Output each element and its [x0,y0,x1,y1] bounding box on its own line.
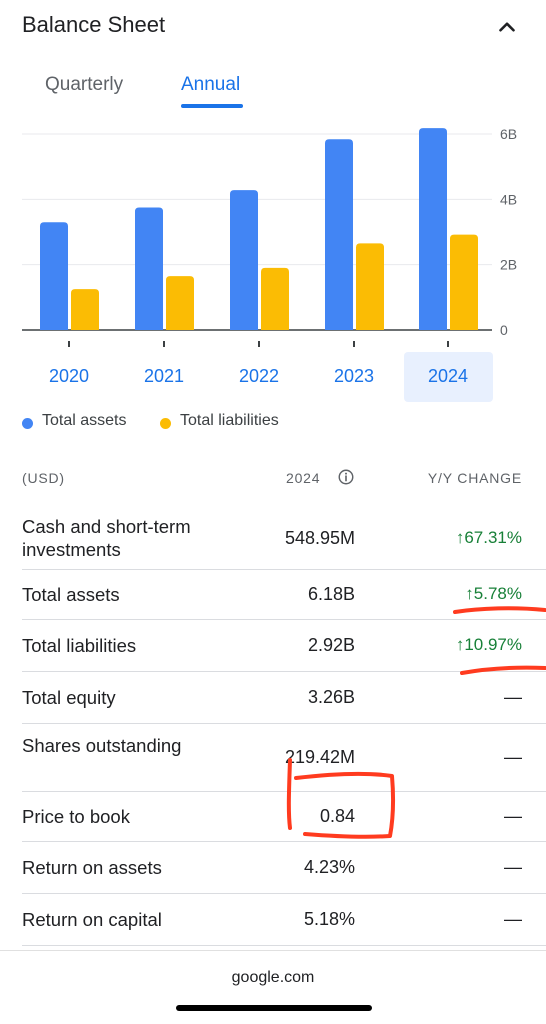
row-label: Shares outstanding [22,735,182,756]
table-row: Price to book 0.84 — [0,792,546,842]
table-row: Cash and short-term investments 548.95M ↑6… [0,508,546,570]
section-header: Balance Sheet [0,0,546,52]
table-header: (USD) 2024 Y/Y CHANGE [0,466,546,494]
row-value: 2.92B [307,635,355,655]
table-row: Total equity 3.26B — [0,672,546,724]
bar-total-assets[interactable] [40,222,68,330]
row-divider [22,723,546,724]
arrow-up-icon: ↑ [455,635,465,654]
row-label: Price to book [22,806,130,827]
row-change: — [504,909,522,930]
bar-total-liabilities[interactable] [71,289,99,330]
row-change-value: 5.78% [473,584,522,603]
row-change-value: 67.31% [464,528,522,547]
bar-total-assets[interactable] [325,139,353,330]
legend-dot-total-liabilities [160,418,171,429]
section-title: Balance Sheet [22,12,166,37]
row-value: 219.42M [284,747,355,767]
x-tick-label[interactable]: 2020 [48,366,90,386]
x-tick-label[interactable]: 2022 [238,366,280,386]
row-change-value: — [504,857,522,877]
row-change: ↑10.97% [456,635,522,655]
info-icon[interactable] [337,468,355,486]
browser-footer: google.com [0,950,546,1024]
row-divider [22,841,546,842]
row-change: — [504,857,522,878]
row-value: 5.18% [303,909,355,929]
bar-total-liabilities[interactable] [356,243,384,330]
bar-total-assets[interactable] [419,128,447,330]
row-value: 3.26B [307,687,355,707]
legend-label-total-assets: Total assets [42,412,127,429]
row-change: — [504,747,522,768]
y-tick-label: 0 [500,322,508,338]
row-change-value: — [504,747,522,767]
tab-annual[interactable]: Annual [181,74,241,95]
row-divider [22,671,546,672]
tab-quarterly[interactable]: Quarterly [45,74,124,95]
row-label: Cash and short-term investments [22,516,191,560]
x-tick-label[interactable]: 2021 [143,366,185,386]
chevron-up-icon[interactable] [494,14,520,40]
y-tick-label: 2B [500,257,517,273]
arrow-up-icon: ↑ [465,584,474,603]
table-row: Shares outstanding 219.42M — [0,724,546,792]
bar-chart: 0 2B 4B 6B [22,126,517,347]
y-tick-label: 6B [500,126,517,142]
currency-label: (USD) [22,470,65,486]
row-change: — [504,687,522,708]
row-label: Return on capital [22,909,162,930]
row-divider [22,945,546,946]
row-divider [22,893,546,894]
active-tab-indicator [181,104,243,108]
table-row: Return on assets 4.23% — [0,842,546,894]
selected-year-highlight [404,352,493,402]
row-change-value: 10.97% [464,635,522,654]
x-tick-label[interactable]: 2023 [333,366,375,386]
bar-total-liabilities[interactable] [450,234,478,330]
row-change-value: — [504,687,522,707]
bar-total-liabilities[interactable] [166,276,194,330]
period-tabs: Quarterly Annual [0,66,546,114]
bar-total-liabilities[interactable] [261,267,289,330]
bar-total-assets[interactable] [230,190,258,330]
row-divider [22,619,546,620]
row-divider [22,791,546,792]
row-value: 4.23% [303,857,355,877]
row-change: — [504,806,522,827]
row-value: 548.95M [284,528,355,548]
row-divider [22,569,546,570]
legend-dot-total-assets [22,418,33,429]
row-label: Total liabilities [22,635,137,656]
table-row: Total assets 6.18B ↑5.78% [0,570,546,620]
row-label: Total equity [22,687,116,708]
row-change-value: — [504,909,522,929]
site-url[interactable]: google.com [231,969,315,986]
year-column-header: 2024 [286,470,321,486]
row-value: 0.84 [319,806,355,826]
table-row: Return on capital 5.18% — [0,894,546,946]
row-change-value: — [504,806,522,826]
bar-total-assets[interactable] [135,207,163,331]
change-column-header: Y/Y CHANGE [427,470,522,486]
legend-label-total-liabilities: Total liabilities [180,412,279,429]
row-change: ↑67.31% [456,528,522,548]
table-row: Total liabilities 2.92B ↑10.97% [0,620,546,672]
row-label: Total assets [22,584,120,605]
home-indicator[interactable] [176,1005,372,1011]
y-tick-label: 4B [500,191,517,207]
arrow-up-icon: ↑ [455,528,465,547]
row-value: 6.18B [307,584,355,604]
row-label: Return on assets [22,857,162,878]
x-tick-label[interactable]: 2024 [427,366,469,386]
balance-sheet-chart: 0 2B 4B 6B 2020 2021 2022 2023 2024 [0,120,546,410]
row-change: ↑5.78% [465,584,522,604]
